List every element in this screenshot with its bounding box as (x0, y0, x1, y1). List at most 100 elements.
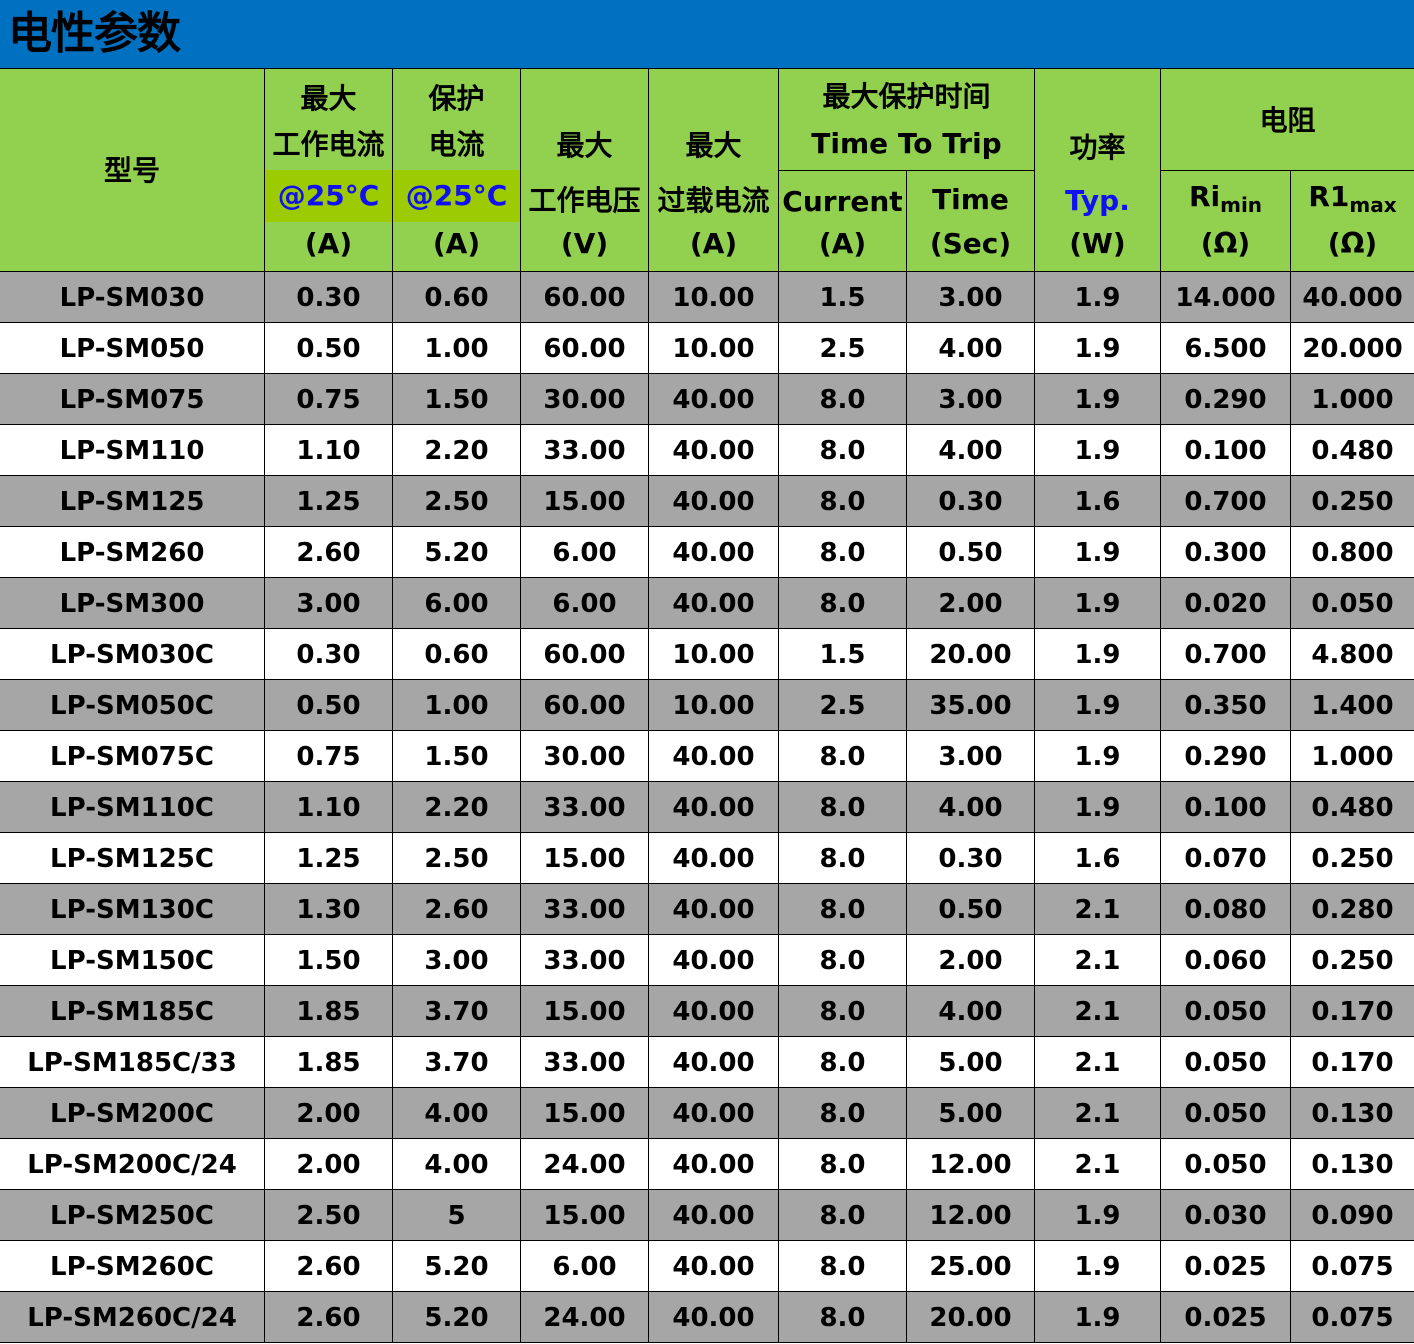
cell-max-current: 2.60 (265, 527, 393, 577)
cell-max-overload: 40.00 (649, 935, 779, 985)
cell-r-min: 0.350 (1161, 680, 1291, 730)
header-rmax: R1max (Ω) (1291, 171, 1414, 272)
cell-trip-time: 0.30 (907, 833, 1035, 883)
cell-max-current: 1.50 (265, 935, 393, 985)
rmax-sub: max (1349, 193, 1397, 217)
page-title: 电性参数 (8, 8, 181, 59)
header-max-current: 最大 工作电流 @25°C (A) (265, 69, 393, 272)
cell-model: LP-SM300 (0, 578, 265, 628)
cell-trip-time: 12.00 (907, 1139, 1035, 1189)
cell-power: 1.9 (1035, 629, 1161, 679)
cell-power: 1.9 (1035, 323, 1161, 373)
rmax-label: R1 (1308, 180, 1350, 213)
cell-trip-current: 2.50 (393, 833, 521, 883)
hdr-unit: (A) (818, 227, 867, 260)
cell-power: 2.1 (1035, 884, 1161, 934)
cell-max-current: 1.85 (265, 986, 393, 1036)
hdr-text: Time (932, 183, 1009, 216)
table-row: LP-SM110C 1.10 2.20 33.00 40.00 8.0 4.00 1.9 0.1… (0, 782, 1414, 833)
cell-trip-current-a: 2.5 (779, 680, 907, 730)
cell-r-max: 0.170 (1311, 1048, 1394, 1078)
cell-model: LP-SM200C/24 (0, 1139, 265, 1189)
cell-r-max: 0.480 (1311, 793, 1394, 823)
cell-power: 1.9 (1035, 1241, 1161, 1291)
hdr-text: Current (782, 185, 903, 218)
cell-r-min: 0.700 (1161, 476, 1291, 526)
cell-power: 2.1 (1035, 1037, 1161, 1087)
cell-model: LP-SM185C (0, 986, 265, 1036)
cell-max-voltage: 33.00 (521, 1037, 649, 1087)
cell-model: LP-SM250C (0, 1190, 265, 1240)
cell-trip-current: 3.70 (393, 986, 521, 1036)
cell-r-min: 0.300 (1161, 527, 1291, 577)
cell-max-current: 1.10 (265, 425, 393, 475)
cell-max-voltage: 15.00 (521, 1088, 649, 1138)
hdr-unit: (A) (432, 227, 481, 260)
table-row: LP-SM260 2.60 5.20 6.00 40.00 8.0 0.50 1.9 0.300… (0, 527, 1414, 578)
cell-trip-current: 4.00 (393, 1139, 521, 1189)
hdr-typ: Typ. (1065, 184, 1130, 217)
cell-trip-time: 0.30 (907, 476, 1035, 526)
cell-max-voltage: 60.00 (521, 629, 649, 679)
cell-model: LP-SM260C (0, 1241, 265, 1291)
cell-max-current: 1.30 (265, 884, 393, 934)
cell-trip-time: 4.00 (907, 782, 1035, 832)
cell-max-current: 0.75 (265, 731, 393, 781)
cell-power: 1.9 (1035, 1292, 1161, 1342)
cell-model: LP-SM260C/24 (0, 1292, 265, 1342)
cell-r-min: 0.290 (1161, 374, 1291, 424)
cell-r-min: 0.100 (1161, 425, 1291, 475)
cell-r-min: 0.050 (1161, 1037, 1291, 1087)
hdr-unit: (V) (560, 227, 609, 260)
cell-r-min: 0.050 (1161, 1139, 1291, 1189)
cell-trip-current-a: 8.0 (779, 884, 907, 934)
hdr-condition: @25°C (265, 170, 392, 222)
cell-model: LP-SM150C (0, 935, 265, 985)
cell-power: 1.9 (1035, 374, 1161, 424)
table-row: LP-SM125C 1.25 2.50 15.00 40.00 8.0 0.30 1.6 0.0… (0, 833, 1414, 884)
cell-model: LP-SM130C (0, 884, 265, 934)
table-row: LP-SM300 3.00 6.00 6.00 40.00 8.0 2.00 1.9 0.020… (0, 578, 1414, 629)
cell-trip-current: 0.60 (393, 629, 521, 679)
cell-max-voltage: 6.00 (521, 578, 649, 628)
cell-max-current: 1.85 (265, 1037, 393, 1087)
cell-trip-current-a: 8.0 (779, 425, 907, 475)
cell-trip-current-a: 8.0 (779, 782, 907, 832)
cell-power: 1.6 (1035, 476, 1161, 526)
hdr-text: 最大 (556, 129, 613, 162)
hdr-text: 功率 (1069, 131, 1126, 164)
cell-max-voltage: 30.00 (521, 731, 649, 781)
cell-trip-current-a: 8.0 (779, 935, 907, 985)
cell-r-max: 0.250 (1311, 946, 1394, 976)
hdr-text: 最大保护时间 (822, 80, 991, 113)
cell-trip-time: 4.00 (907, 425, 1035, 475)
cell-trip-current: 4.00 (393, 1088, 521, 1138)
cell-power: 2.1 (1035, 1139, 1161, 1189)
cell-r-min: 0.700 (1161, 629, 1291, 679)
cell-power: 1.9 (1035, 425, 1161, 475)
table-row: LP-SM130C 1.30 2.60 33.00 40.00 8.0 0.50 2.1 0.0… (0, 884, 1414, 935)
cell-trip-current: 2.50 (393, 476, 521, 526)
cell-r-max: 0.170 (1311, 997, 1394, 1027)
cell-max-voltage: 15.00 (521, 833, 649, 883)
cell-r-max: 1.000 (1311, 385, 1394, 415)
cell-max-current: 2.50 (265, 1190, 393, 1240)
cell-r-max: 20.000 (1302, 334, 1403, 364)
cell-trip-current: 5 (393, 1190, 521, 1240)
cell-trip-time: 4.00 (907, 986, 1035, 1036)
cell-max-voltage: 24.00 (521, 1292, 649, 1342)
hdr-unit: (A) (689, 227, 738, 260)
cell-model: LP-SM050C (0, 680, 265, 730)
cell-r-min: 6.500 (1161, 323, 1291, 373)
cell-trip-current: 1.00 (393, 680, 521, 730)
cell-trip-time: 0.50 (907, 527, 1035, 577)
cell-trip-current-a: 8.0 (779, 731, 907, 781)
table-row: LP-SM150C 1.50 3.00 33.00 40.00 8.0 2.00 2.1 0.0… (0, 935, 1414, 986)
cell-max-overload: 40.00 (649, 884, 779, 934)
cell-model: LP-SM030 (0, 272, 265, 322)
cell-max-current: 3.00 (265, 578, 393, 628)
cell-max-voltage: 33.00 (521, 884, 649, 934)
cell-trip-current: 6.00 (393, 578, 521, 628)
hdr-text: 工作电压 (528, 184, 641, 217)
cell-trip-time: 0.50 (907, 884, 1035, 934)
